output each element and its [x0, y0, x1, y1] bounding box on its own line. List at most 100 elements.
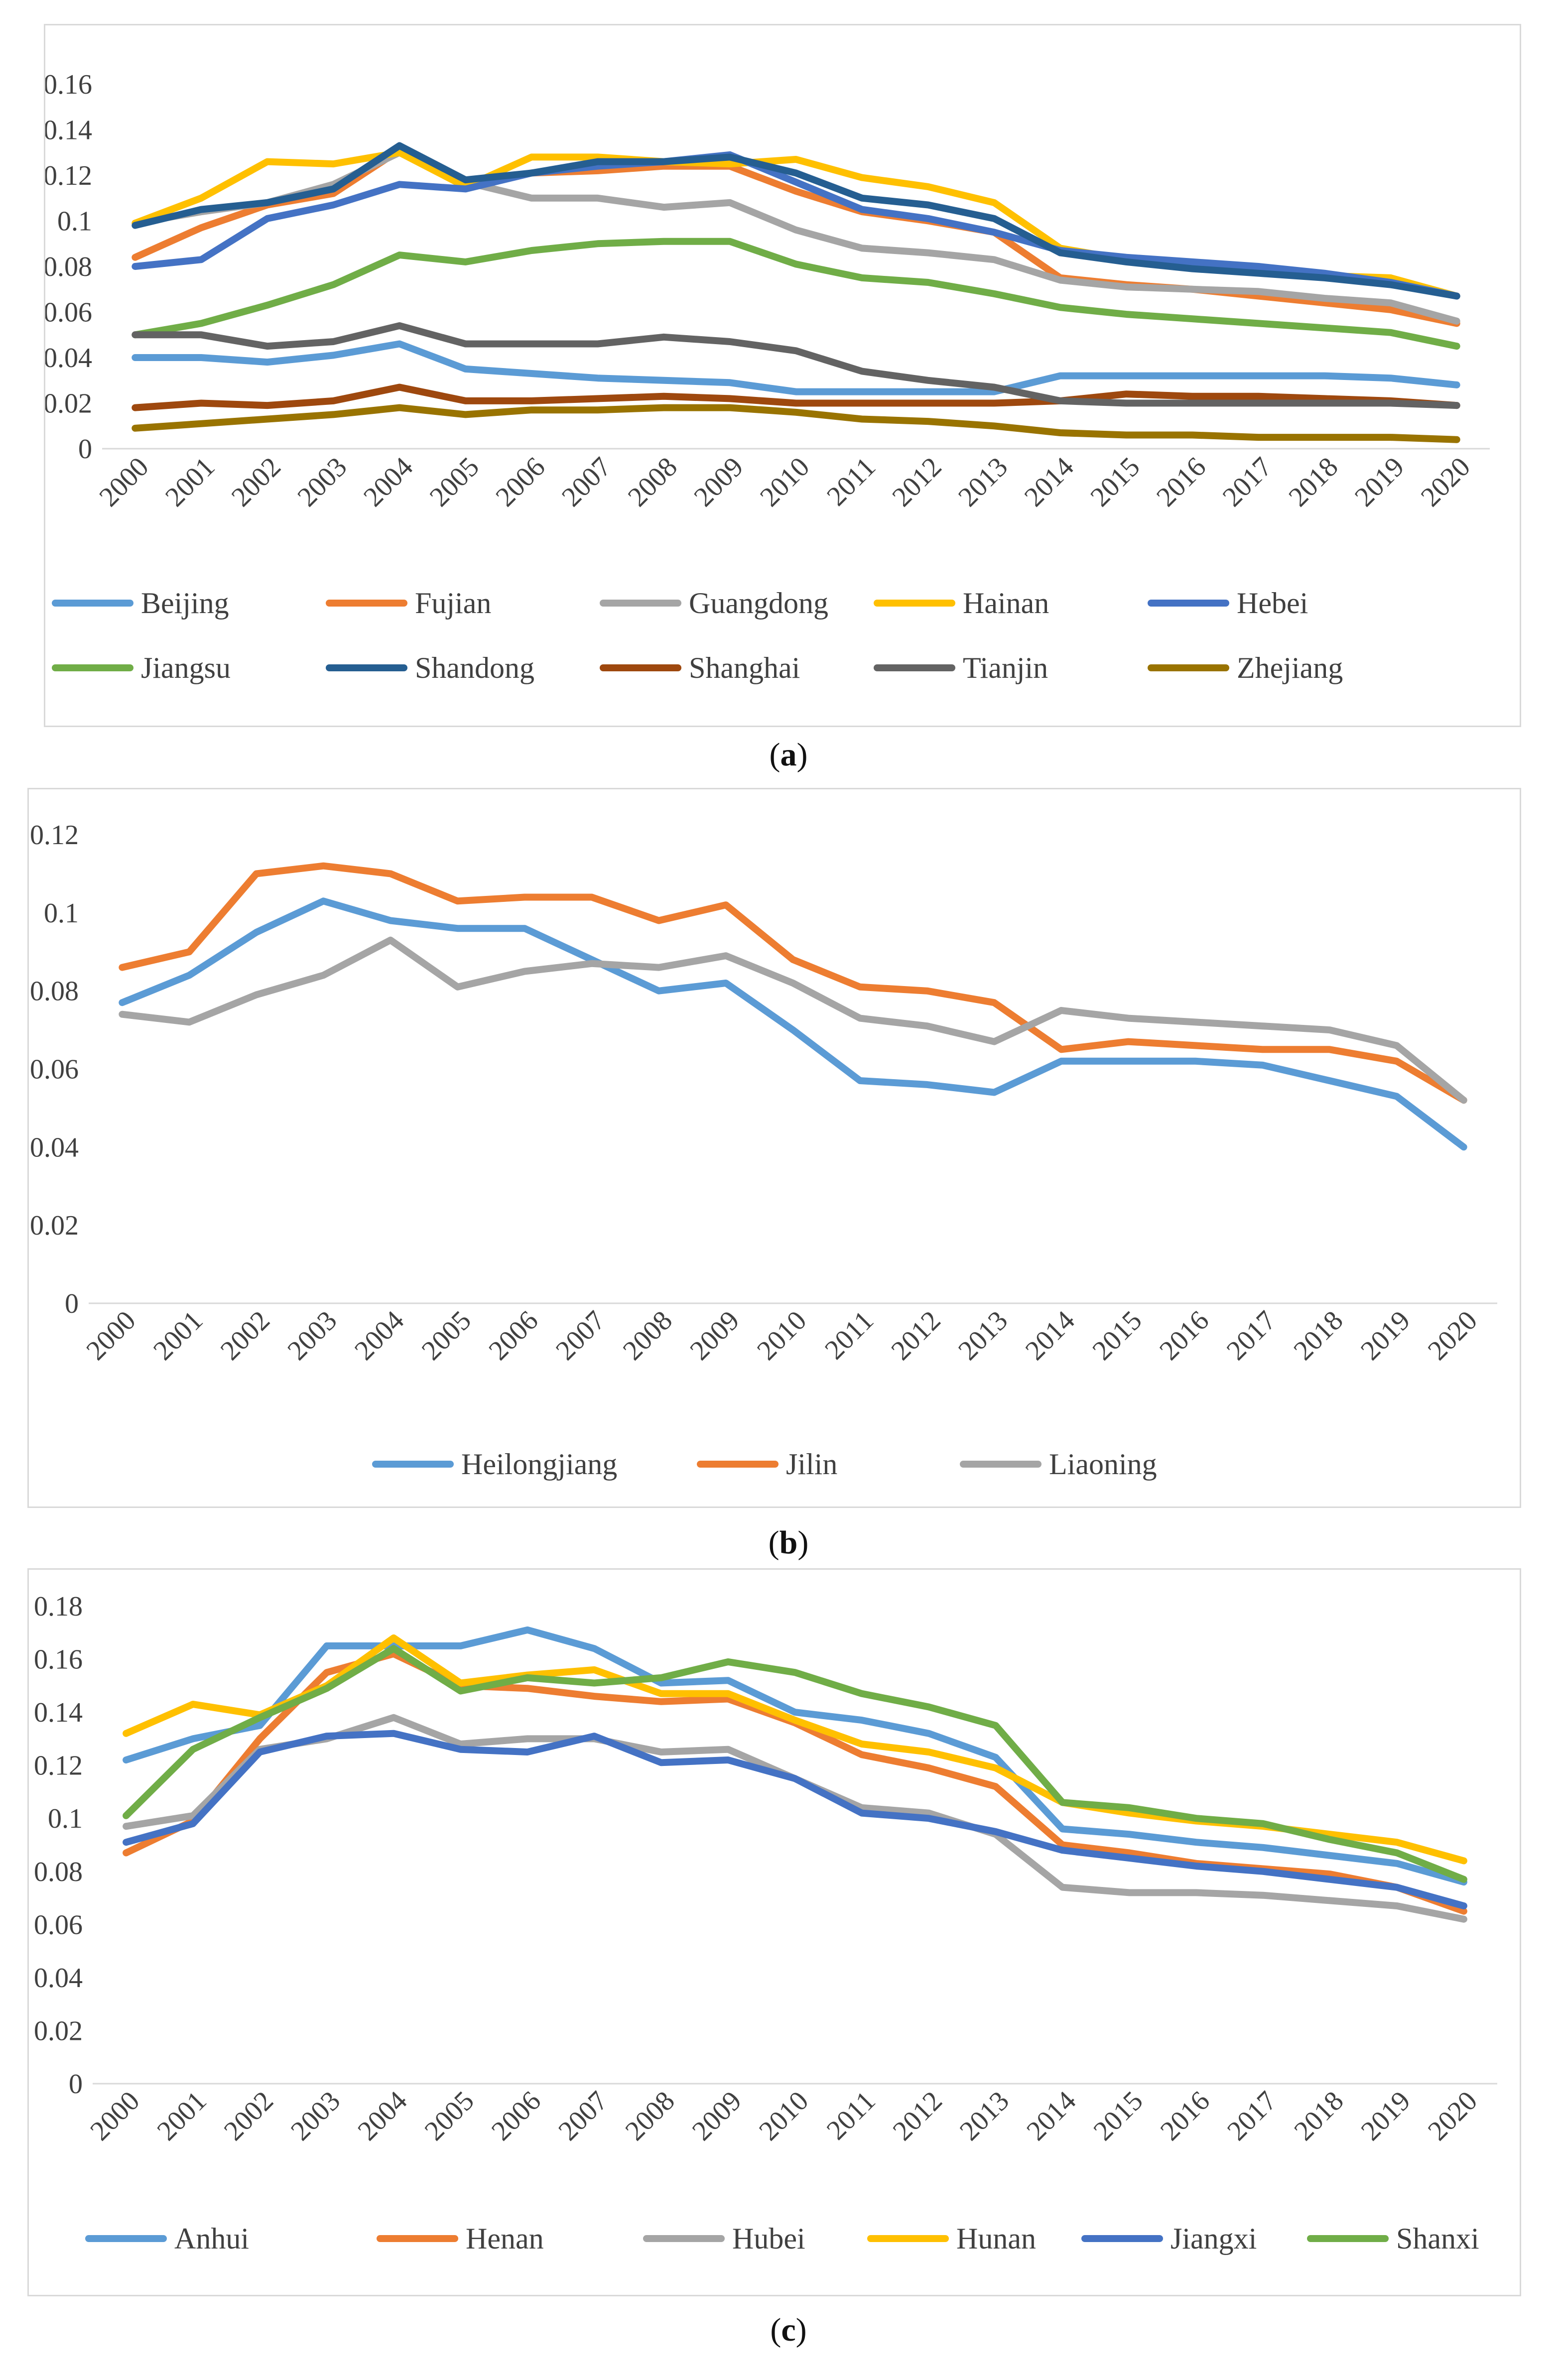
y-tick-label: 0.14 [45, 115, 92, 146]
caption-a: (a) [769, 737, 808, 773]
x-tick-label: 2004 [358, 451, 419, 512]
y-tick-label: 0.08 [30, 976, 79, 1007]
x-tick-label: 2004 [352, 2085, 413, 2146]
x-tick-label: 2002 [218, 2085, 279, 2146]
legend-entry-guangdong: Guangdong [600, 587, 828, 620]
y-tick-label: 0.1 [48, 1803, 83, 1834]
chart-panel-b: 0 0.02 0.04 0.06 0.08 0.1 0.12 2000 2001 2002 2003… [27, 788, 1521, 1508]
legend-label: Hebei [1237, 587, 1308, 620]
x-tick-label: 2001 [159, 451, 221, 512]
legend-label: Hubei [732, 2222, 805, 2255]
y-tick-label: 0.08 [34, 1857, 83, 1887]
x-tick-label: 2013 [952, 451, 1014, 512]
y-tick-label: 0.08 [45, 251, 92, 282]
legend-label: Zhejiang [1237, 651, 1343, 684]
x-tick-label: 2011 [821, 2085, 882, 2146]
x-tick-label: 2015 [1086, 1305, 1148, 1366]
series-line-hebei [131, 151, 1460, 300]
legend-label: Shandong [415, 651, 534, 684]
legend-label: Jiangxi [1171, 2222, 1257, 2255]
legend-label: Heilongjiang [461, 1448, 617, 1481]
series-line-shanxi [123, 1645, 1467, 1883]
x-tick-label: 2020 [1415, 451, 1476, 512]
x-tick-label: 2001 [147, 1305, 209, 1366]
x-tick-label: 2020 [1422, 2085, 1483, 2146]
x-tick-label: 2009 [688, 451, 749, 512]
x-tick-label: 2012 [887, 2085, 948, 2146]
x-tick-label: 2007 [552, 2085, 614, 2146]
y-tick-label: 0.1 [44, 898, 79, 929]
x-tick-label: 2017 [1221, 1305, 1282, 1366]
x-tick-label: 2003 [281, 1305, 343, 1366]
legend-label: Henan [466, 2222, 544, 2255]
x-tick-label: 2010 [751, 1305, 812, 1366]
x-tick-label: 2006 [483, 1305, 544, 1366]
x-tick-label: 2005 [419, 2085, 480, 2146]
series-line-heilongjiang [119, 897, 1467, 1151]
legend-entry-shandong: Shandong [326, 651, 534, 684]
legend-entry-beijing: Beijing [52, 587, 229, 620]
x-tick-label: 2006 [490, 451, 551, 512]
y-tick-label: 0 [69, 2069, 83, 2100]
y-tick-label: 0 [65, 1288, 79, 1319]
legend-label: Jilin [786, 1448, 837, 1481]
x-tick-label: 2014 [1019, 451, 1080, 512]
legend-label: Liaoning [1049, 1448, 1157, 1481]
caption-b-letter: b [779, 1524, 798, 1561]
legend-label: Shanghai [689, 651, 800, 684]
chart-panel-c: 0 0.02 0.04 0.06 0.08 0.1 0.12 0.14 0.16 0.18 2000… [27, 1568, 1521, 2296]
x-tick-label: 2012 [885, 1305, 946, 1366]
chart-c-svg: 0 0.02 0.04 0.06 0.08 0.1 0.12 0.14 0.16 0.18 2000… [34, 1591, 1497, 2255]
legend-entry-hubei: Hubei [643, 2222, 805, 2255]
legend-label: Shanxi [1396, 2222, 1479, 2255]
series-line-liaoning [119, 936, 1467, 1104]
x-tick-label: 2014 [1020, 1305, 1081, 1366]
caption-c-letter: c [781, 2312, 796, 2348]
y-tick-label: 0.04 [34, 1963, 83, 1994]
legend-entry-heilongjiang: Heilongjiang [372, 1448, 617, 1481]
caption-b: (b) [768, 1524, 809, 1561]
x-tick-label: 2000 [93, 451, 154, 512]
x-tick-label: 2015 [1084, 451, 1146, 512]
x-tick-label: 2003 [285, 2085, 346, 2146]
series-line-jiangsu [131, 238, 1460, 350]
legend-label: Guangdong [689, 587, 828, 620]
x-tick-label: 2009 [684, 1305, 745, 1366]
x-tick-label: 2004 [349, 1305, 410, 1366]
legend-entry-hebei: Hebei [1148, 587, 1308, 620]
x-tick-label: 2013 [952, 1305, 1014, 1366]
chart-panel-a: 0 0.02 0.04 0.06 0.08 0.1 0.12 0.14 0.16 2000 2001… [44, 24, 1521, 727]
x-tick-label: 2010 [754, 451, 815, 512]
x-tick-label: 2019 [1349, 451, 1410, 512]
x-tick-label: 2009 [686, 2085, 748, 2146]
x-tick-label: 2008 [622, 451, 683, 512]
x-tick-label: 2018 [1288, 1305, 1349, 1366]
x-tick-label: 2007 [550, 1305, 611, 1366]
legend-label: Beijing [141, 587, 229, 620]
legend-label: Fujian [415, 587, 491, 620]
x-tick-label: 2008 [620, 2085, 681, 2146]
y-tick-label: 0.04 [45, 343, 92, 374]
x-tick-label: 2017 [1217, 451, 1278, 512]
x-tick-label: 2014 [1021, 2085, 1082, 2146]
x-tick-label: 2017 [1221, 2085, 1283, 2146]
legend-entry-henan: Henan [377, 2222, 544, 2255]
legend-entry-hunan: Hunan [867, 2222, 1036, 2255]
x-tick-label: 2008 [617, 1305, 678, 1366]
x-tick-label: 2000 [80, 1305, 141, 1366]
x-tick-label: 2018 [1288, 2085, 1349, 2146]
x-tick-label: 2011 [821, 451, 882, 512]
x-tick-label: 2016 [1154, 1305, 1215, 1366]
x-tick-label: 2001 [151, 2085, 213, 2146]
legend-entry-hainan: Hainan [874, 587, 1049, 620]
x-tick-label: 2005 [416, 1305, 477, 1366]
legend-entry-fujian: Fujian [326, 587, 491, 620]
x-tick-label: 2012 [886, 451, 947, 512]
legend-label: Anhui [174, 2222, 249, 2255]
y-tick-label: 0.18 [34, 1591, 83, 1622]
x-tick-label: 2000 [84, 2085, 145, 2146]
x-tick-label: 2011 [819, 1305, 880, 1366]
x-tick-label: 2002 [215, 1305, 276, 1366]
x-tick-label: 2015 [1088, 2085, 1149, 2146]
series-line-shanghai [131, 383, 1460, 411]
